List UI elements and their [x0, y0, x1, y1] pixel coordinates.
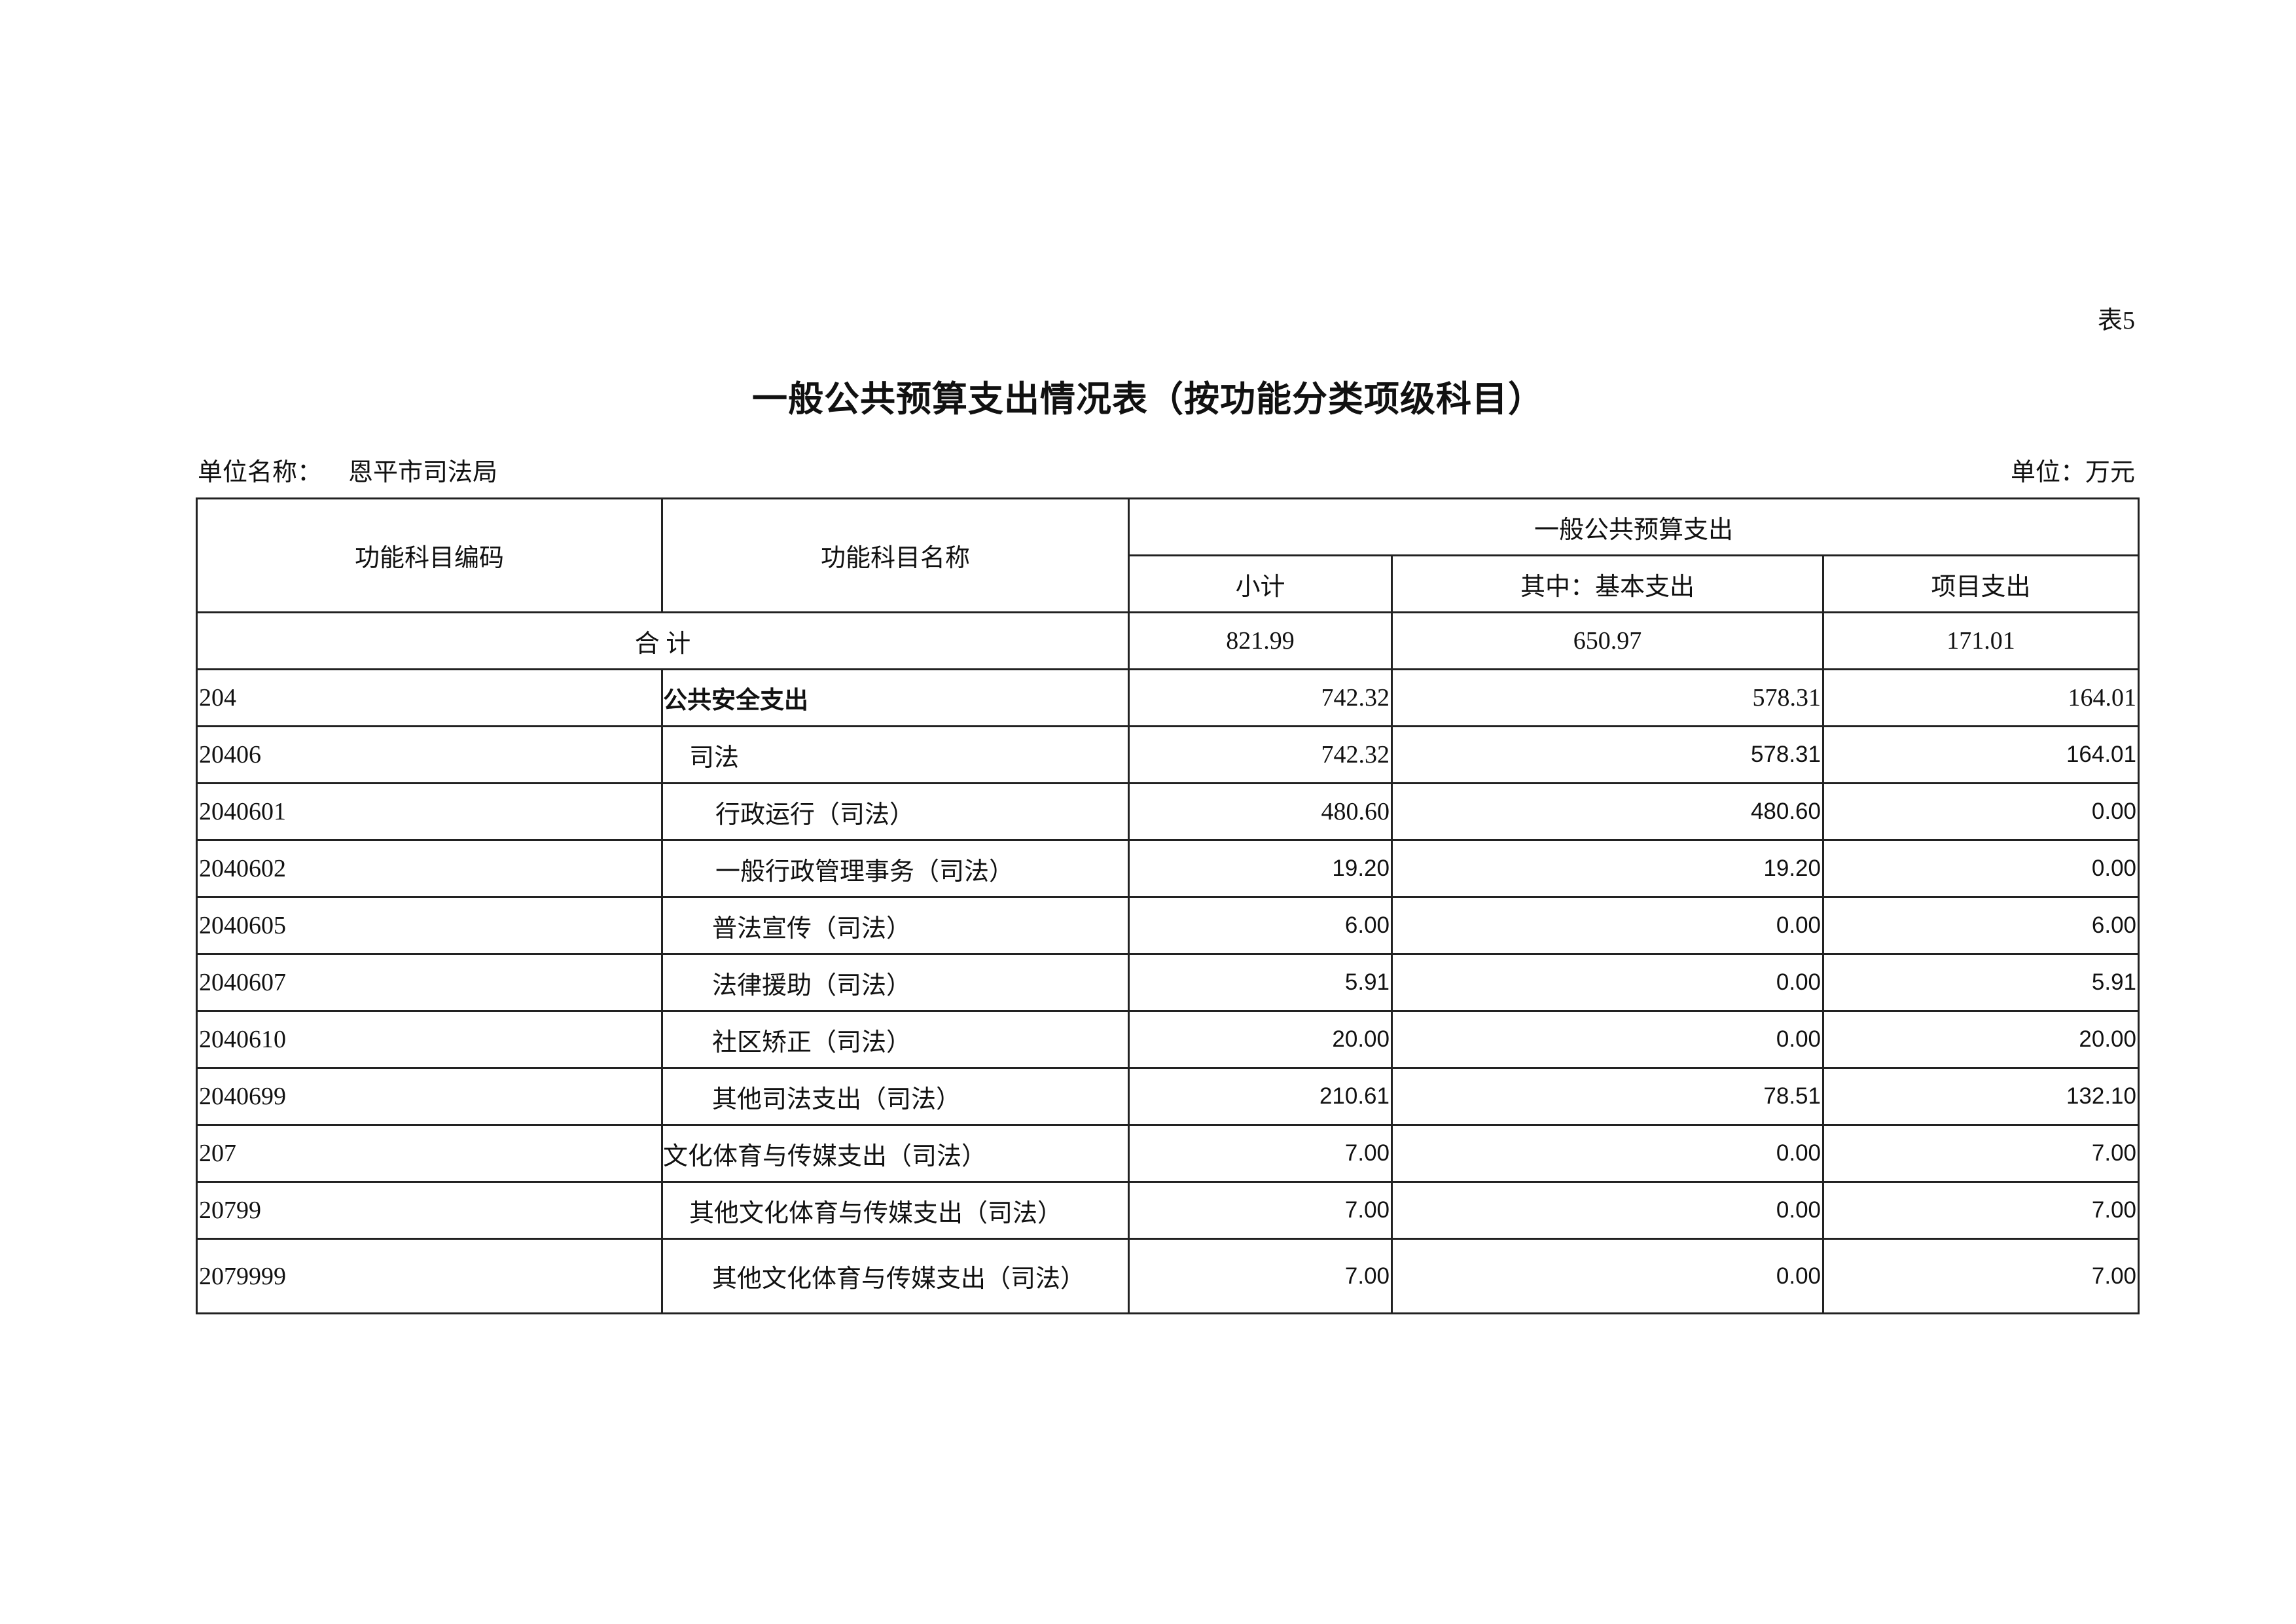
total-label: 合 计 — [196, 611, 1130, 670]
row-basic: 0.00 — [1391, 1124, 1824, 1183]
total-row: 合 计 821.99 650.97 171.01 — [196, 611, 2140, 670]
row-project: 0.00 — [1822, 782, 2140, 841]
row-basic: 578.31 — [1391, 668, 1824, 727]
row-code: 20406 — [196, 725, 663, 784]
total-basic: 650.97 — [1391, 611, 1824, 670]
row-subtotal: 7.00 — [1128, 1124, 1393, 1183]
row-code: 2040602 — [196, 839, 663, 898]
header-basic: 其中：基本支出 — [1391, 554, 1824, 613]
row-basic: 0.00 — [1391, 1238, 1824, 1314]
table-row: 2040699 其他司法支出（司法） 210.61 78.51 132.10 — [196, 1067, 2140, 1126]
header-subtotal: 小计 — [1128, 554, 1393, 613]
unit-name-label: 单位名称： — [198, 459, 323, 486]
row-name: 行政运行（司法） — [661, 782, 1130, 841]
row-code: 204 — [196, 668, 663, 727]
row-basic: 0.00 — [1391, 896, 1824, 955]
row-project: 7.00 — [1822, 1238, 2140, 1314]
row-basic: 0.00 — [1391, 1010, 1824, 1069]
unit-name-value: 恩平市司法局 — [348, 459, 498, 486]
row-subtotal: 6.00 — [1128, 896, 1393, 955]
row-name: 文化体育与传媒支出（司法） — [661, 1124, 1130, 1183]
row-project: 0.00 — [1822, 839, 2140, 898]
table-row: 2040601 行政运行（司法） 480.60 480.60 0.00 — [196, 782, 2140, 841]
row-project: 5.91 — [1822, 953, 2140, 1012]
header-code: 功能科目编码 — [196, 497, 663, 613]
table-row: 207 文化体育与传媒支出（司法） 7.00 0.00 7.00 — [196, 1124, 2140, 1183]
row-name: 普法宣传（司法） — [661, 896, 1130, 955]
table-row: 2040610 社区矫正（司法） 20.00 0.00 20.00 — [196, 1010, 2140, 1069]
row-code: 2040607 — [196, 953, 663, 1012]
table-row: 204 公共安全支出 742.32 578.31 164.01 — [196, 668, 2140, 727]
row-subtotal: 7.00 — [1128, 1181, 1393, 1240]
row-subtotal: 480.60 — [1128, 782, 1393, 841]
row-project: 132.10 — [1822, 1067, 2140, 1126]
row-name: 其他司法支出（司法） — [661, 1067, 1130, 1126]
row-name: 社区矫正（司法） — [661, 1010, 1130, 1069]
row-name: 公共安全支出 — [661, 668, 1130, 727]
row-code: 2040601 — [196, 782, 663, 841]
row-name: 一般行政管理事务（司法） — [661, 839, 1130, 898]
row-code: 2079999 — [196, 1238, 663, 1314]
row-code: 20799 — [196, 1181, 663, 1240]
row-project: 164.01 — [1822, 668, 2140, 727]
row-subtotal: 742.32 — [1128, 668, 1393, 727]
table-row: 2040607 法律援助（司法） 5.91 0.00 5.91 — [196, 953, 2140, 1012]
row-name: 司法 — [661, 725, 1130, 784]
row-name: 其他文化体育与传媒支出（司法） — [661, 1181, 1130, 1240]
row-basic: 480.60 — [1391, 782, 1824, 841]
table-row: 20406 司法 742.32 578.31 164.01 — [196, 725, 2140, 784]
row-basic: 19.20 — [1391, 839, 1824, 898]
row-code: 207 — [196, 1124, 663, 1183]
table-row: 2040605 普法宣传（司法） 6.00 0.00 6.00 — [196, 896, 2140, 955]
header-group: 一般公共预算支出 — [1128, 497, 2140, 556]
table-row: 2040602 一般行政管理事务（司法） 19.20 19.20 0.00 — [196, 839, 2140, 898]
table-row: 20799 其他文化体育与传媒支出（司法） 7.00 0.00 7.00 — [196, 1181, 2140, 1240]
row-basic: 0.00 — [1391, 1181, 1824, 1240]
row-subtotal: 19.20 — [1128, 839, 1393, 898]
row-code: 2040605 — [196, 896, 663, 955]
table-row: 2079999 其他文化体育与传媒支出（司法） 7.00 0.00 7.00 — [196, 1238, 2140, 1314]
row-project: 164.01 — [1822, 725, 2140, 784]
row-subtotal: 7.00 — [1128, 1238, 1393, 1314]
page-title: 一般公共预算支出情况表（按功能分类项级科目） — [752, 378, 1544, 420]
row-project: 7.00 — [1822, 1124, 2140, 1183]
table-number: 表5 — [2097, 307, 2135, 334]
budget-table: 功能科目编码 功能科目名称 一般公共预算支出 小计 其中：基本支出 项目支出 合… — [196, 497, 2140, 1314]
row-basic: 78.51 — [1391, 1067, 1824, 1126]
row-code: 2040699 — [196, 1067, 663, 1126]
row-subtotal: 210.61 — [1128, 1067, 1393, 1126]
row-basic: 0.00 — [1391, 953, 1824, 1012]
row-name: 法律援助（司法） — [661, 953, 1130, 1012]
row-project: 6.00 — [1822, 896, 2140, 955]
row-code: 2040610 — [196, 1010, 663, 1069]
header-project: 项目支出 — [1822, 554, 2140, 613]
row-project: 7.00 — [1822, 1181, 2140, 1240]
header-name: 功能科目名称 — [661, 497, 1130, 613]
total-project: 171.01 — [1822, 611, 2140, 670]
row-subtotal: 5.91 — [1128, 953, 1393, 1012]
currency-unit: 单位：万元 — [2010, 459, 2135, 486]
row-subtotal: 20.00 — [1128, 1010, 1393, 1069]
row-name: 其他文化体育与传媒支出（司法） — [661, 1238, 1130, 1314]
total-subtotal: 821.99 — [1128, 611, 1393, 670]
row-project: 20.00 — [1822, 1010, 2140, 1069]
row-subtotal: 742.32 — [1128, 725, 1393, 784]
row-basic: 578.31 — [1391, 725, 1824, 784]
unit-name: 单位名称： 恩平市司法局 — [198, 452, 524, 488]
